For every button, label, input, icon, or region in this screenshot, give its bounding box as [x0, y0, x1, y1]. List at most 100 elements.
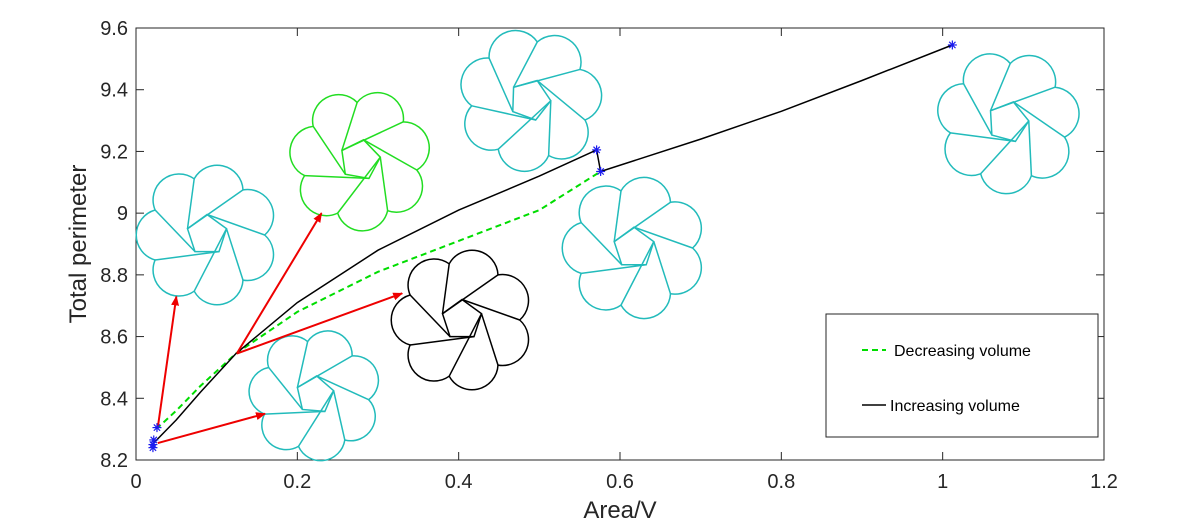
cluster-wall [512, 41, 538, 88]
series-line-0 [155, 170, 602, 430]
x-tick-label: 1 [937, 471, 948, 493]
inset-cluster-g [390, 249, 530, 391]
cluster-wall [379, 157, 389, 211]
x-tick-label: 0.2 [283, 471, 311, 493]
cluster-wall [410, 335, 475, 346]
cluster-wall [304, 174, 369, 180]
cluster-wall [461, 298, 520, 321]
cluster-wall [297, 390, 335, 447]
cluster-wall [341, 102, 358, 151]
cluster-wall [980, 120, 1030, 175]
cluster-wall [547, 100, 552, 156]
cluster-outline [135, 164, 275, 306]
y-tick-label: 8.2 [100, 450, 128, 472]
cluster-wall [332, 390, 346, 441]
cluster-wall [962, 83, 993, 136]
inset-cluster-d [561, 176, 703, 320]
x-tick-label: 0.8 [767, 471, 795, 493]
point-marker [592, 145, 602, 155]
cluster-wall [653, 241, 672, 295]
point-marker [596, 166, 606, 176]
cluster-wall [225, 228, 244, 281]
cluster-outline [390, 249, 530, 391]
cluster-wall [950, 132, 1016, 143]
cluster-wall [154, 209, 196, 253]
cluster-wall [580, 222, 623, 266]
y-tick-label: 9.6 [100, 18, 128, 40]
cluster-outline [289, 91, 430, 232]
cluster-wall [536, 79, 586, 121]
annotation-arrow [156, 295, 180, 428]
cluster-outline [460, 29, 603, 173]
cluster-outline [248, 330, 380, 462]
cluster-wall [480, 313, 499, 366]
annotation-arrow [157, 412, 267, 444]
cluster-wall [297, 355, 353, 389]
cluster-wall [497, 100, 552, 150]
cluster-wall [513, 68, 581, 88]
cluster-wall [613, 201, 671, 243]
y-axis: 8.2 8.4 8.6 8.8 9 9.2 9.4 9.6 [100, 18, 1104, 472]
cluster-outline [937, 53, 1080, 195]
cluster-wall [187, 189, 244, 230]
cluster-wall [613, 190, 622, 242]
legend-box [825, 313, 1099, 438]
x-axis: 0 0.2 0.4 0.6 0.8 1 1.2 [130, 28, 1118, 493]
inset-cluster-a [135, 164, 275, 306]
inset-cluster-e [937, 53, 1080, 195]
cluster-wall [441, 263, 450, 314]
cluster-wall [186, 178, 195, 229]
cluster-wall [448, 313, 483, 377]
cluster-wall [442, 274, 499, 315]
cluster-wall [316, 375, 370, 401]
y-tick-label: 9.4 [100, 80, 128, 102]
series-group [151, 44, 953, 446]
point-marker [152, 423, 162, 433]
cluster-wall [206, 213, 265, 236]
legend-label-increasing: Increasing volume [890, 398, 1020, 415]
cluster-wall [633, 226, 693, 249]
cluster-wall [264, 410, 325, 415]
y-axis-label: Total perimeter [65, 165, 92, 324]
x-tick-label: 0.4 [445, 471, 473, 493]
annotation-arrow [236, 292, 404, 355]
cluster-wall [312, 125, 346, 175]
cluster-wall [409, 294, 451, 338]
cluster-wall [296, 341, 309, 388]
inset-cluster-c [460, 29, 603, 173]
x-tick-label: 0.6 [606, 471, 634, 493]
cell-cluster-insets [135, 29, 1080, 462]
cluster-wall [193, 228, 228, 292]
cluster-outline [561, 176, 703, 320]
cluster-wall [337, 156, 381, 214]
cluster-wall [155, 250, 220, 261]
y-tick-label: 8.8 [100, 265, 128, 287]
legend-label-decreasing: Decreasing volume [894, 343, 1031, 360]
series-line-1 [151, 44, 953, 446]
cluster-wall [620, 241, 655, 306]
y-tick-label: 8.4 [100, 388, 128, 410]
legend: Decreasing volume Increasing volume [825, 313, 1099, 438]
x-tick-label: 0 [130, 471, 141, 493]
cluster-wall [989, 63, 1011, 111]
cluster-wall [581, 264, 647, 275]
point-marker [148, 443, 158, 453]
x-axis-label: Area/V [583, 497, 656, 524]
x-tick-label: 1.2 [1090, 471, 1118, 493]
point-marker [947, 40, 957, 50]
cluster-wall [1028, 120, 1033, 176]
y-tick-label: 9.2 [100, 141, 128, 163]
annotation-arrows [156, 212, 404, 444]
inset-cluster-f [248, 330, 380, 462]
cluster-wall [488, 57, 514, 112]
annotation-arrow [235, 212, 323, 355]
cluster-wall [471, 105, 536, 121]
cluster-wall [1012, 101, 1066, 138]
data-markers [148, 40, 957, 453]
y-tick-label: 9 [117, 203, 128, 225]
cluster-wall [990, 86, 1056, 112]
cluster-wall [341, 121, 404, 152]
inset-cluster-b [289, 91, 430, 232]
y-tick-label: 8.6 [100, 327, 128, 349]
